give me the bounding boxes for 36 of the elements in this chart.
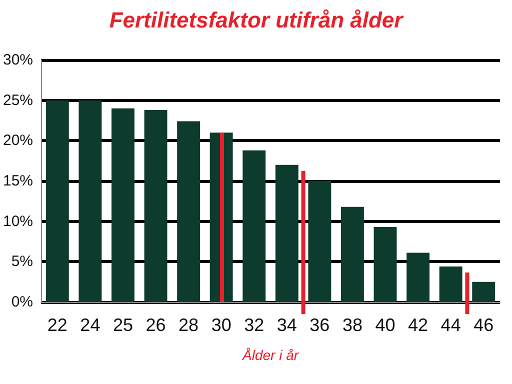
x-tick-label: 28 [178, 315, 199, 335]
x-tick-label: 46 [474, 315, 494, 335]
chart-title: Fertilitetsfaktor utifrån ålder [109, 8, 404, 32]
bar [340, 206, 364, 302]
bar [177, 121, 200, 302]
bar [144, 110, 168, 302]
bar [78, 100, 102, 302]
x-tick-label: 26 [146, 315, 166, 335]
y-tick-label: 5% [11, 253, 34, 270]
bar [406, 252, 430, 302]
x-tick-label: 30 [211, 315, 232, 335]
bar [439, 266, 462, 302]
bar [46, 100, 69, 302]
y-tick-label: 0% [11, 294, 34, 310]
bar [374, 226, 397, 302]
x-tick-label: 24 [80, 315, 100, 335]
y-tick-label: 30% [2, 52, 34, 68]
x-tick-label: 36 [310, 315, 330, 335]
x-tick-label: 22 [47, 315, 68, 335]
x-axis-title: Ålder i år [241, 347, 300, 363]
y-tick-label: 10% [2, 212, 34, 230]
bar [112, 108, 134, 302]
y-tick-label: 20% [2, 132, 34, 150]
bar [308, 181, 332, 302]
x-tick-label: 40 [375, 315, 396, 335]
bar [242, 150, 266, 302]
bar [275, 164, 298, 302]
x-tick-label: 38 [342, 315, 362, 335]
x-tick-label: 25 [112, 315, 133, 335]
x-tick-label: 42 [408, 315, 428, 335]
x-tick-label: 32 [244, 315, 264, 335]
x-tick-label: 44 [440, 315, 461, 335]
y-tick-label: 25% [2, 92, 34, 109]
bar [472, 282, 496, 302]
x-tick-label: 34 [276, 315, 297, 335]
y-tick-label: 15% [2, 172, 34, 190]
